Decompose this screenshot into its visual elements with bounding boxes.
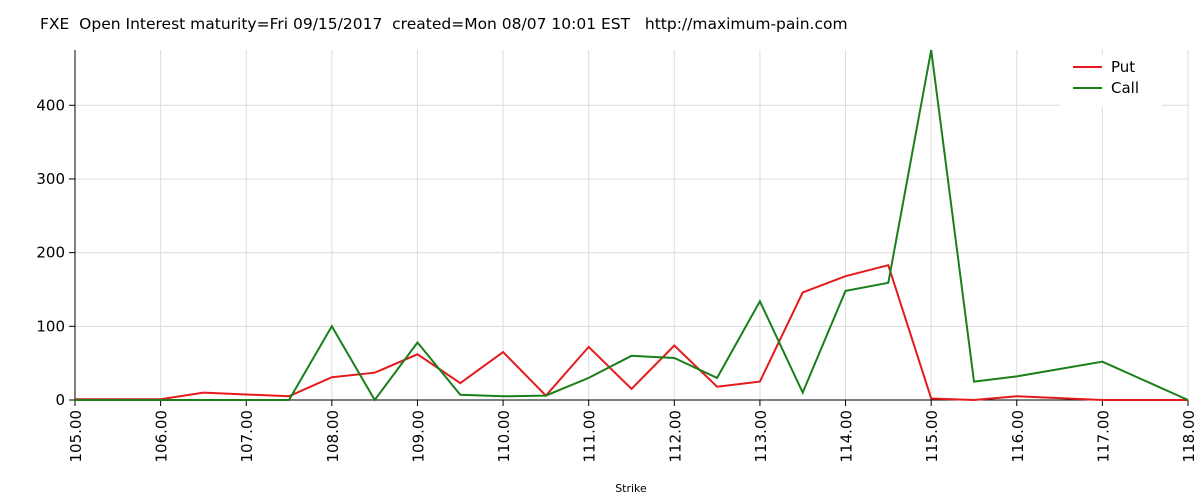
- x-tick-label: 117.00: [1094, 410, 1112, 463]
- x-tick-label: 118.00: [1180, 410, 1198, 463]
- x-tick-label: 116.00: [1009, 410, 1027, 463]
- grid-lines: [75, 50, 1189, 400]
- x-tick-label: 108.00: [324, 410, 342, 463]
- series-line-call: [75, 49, 1189, 402]
- x-tick-label: 109.00: [409, 410, 427, 463]
- y-tick-label: 300: [36, 170, 65, 188]
- x-tick-label: 113.00: [752, 410, 770, 463]
- legend: Put Call: [1060, 55, 1162, 107]
- x-axis-title: Strike: [615, 482, 647, 495]
- x-tick-label: 107.00: [238, 410, 256, 463]
- x-tick-label: 111.00: [581, 410, 599, 463]
- x-tick-label: 106.00: [153, 410, 171, 463]
- y-tick-label: 100: [36, 317, 65, 335]
- series-lines: [75, 49, 1189, 402]
- x-tick-label: 105.00: [67, 410, 85, 463]
- legend-box: [1060, 55, 1162, 107]
- chart-title: FXE Open Interest maturity=Fri 09/15/201…: [40, 15, 848, 33]
- x-ticks: 105.00 106.00 107.00 108.00 109.00 110.00 111.…: [67, 400, 1198, 463]
- series-line-put: [75, 263, 1188, 402]
- x-tick-label: 114.00: [838, 410, 856, 463]
- x-tick-label: 110.00: [495, 410, 513, 463]
- x-tick-label: 112.00: [666, 410, 684, 463]
- y-tick-label: 400: [36, 96, 65, 114]
- y-tick-label: 0: [55, 391, 65, 409]
- legend-label-put: Put: [1111, 58, 1135, 76]
- legend-label-call: Call: [1111, 79, 1139, 97]
- y-ticks: 0 100 200 300 400: [36, 96, 75, 409]
- x-tick-label: 115.00: [923, 410, 941, 463]
- y-tick-label: 200: [36, 244, 65, 262]
- axes: [74, 50, 1188, 401]
